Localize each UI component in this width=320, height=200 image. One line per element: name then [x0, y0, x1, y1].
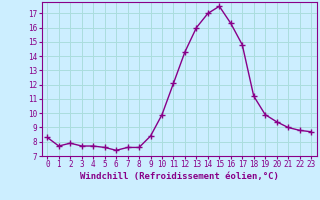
X-axis label: Windchill (Refroidissement éolien,°C): Windchill (Refroidissement éolien,°C) [80, 172, 279, 181]
